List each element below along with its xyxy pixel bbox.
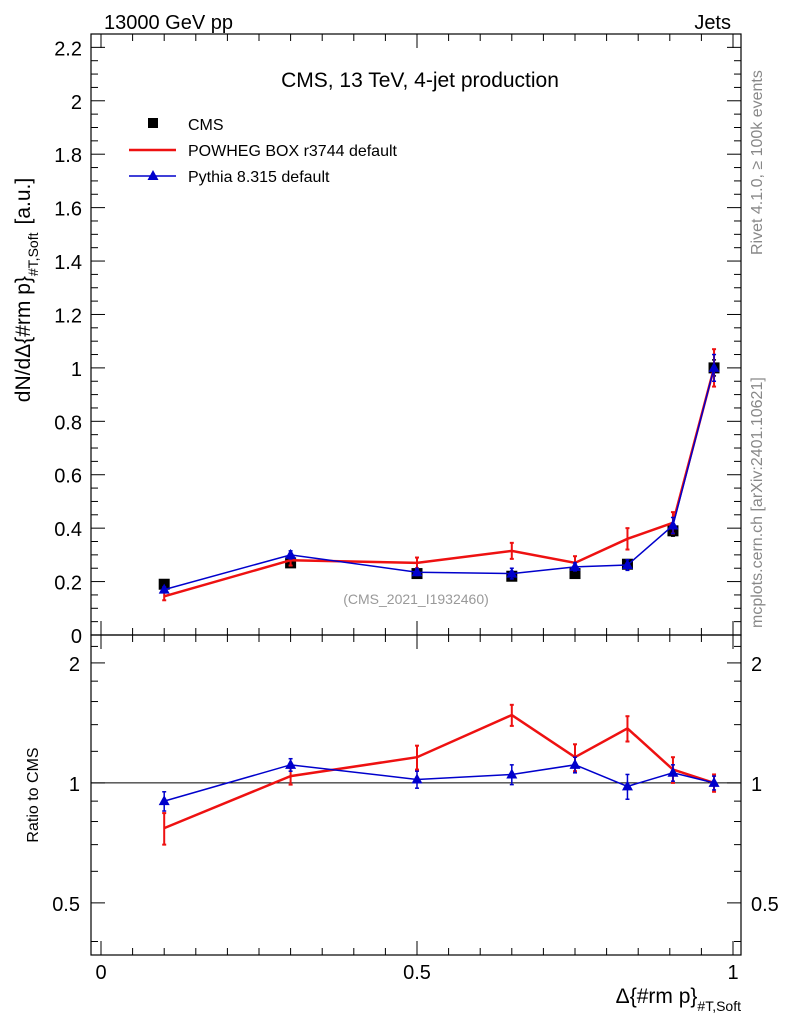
ratio-pythia-point (569, 758, 581, 769)
powheg-line (163, 367, 716, 598)
ratio-ytick-label-right: 0.5 (751, 894, 779, 916)
ratio-ytick-label: 0.5 (52, 894, 80, 916)
cms-data-point (569, 568, 581, 580)
pythia-data-point (506, 567, 518, 578)
legend-entry-cms: CMS (148, 117, 224, 134)
pythia-data-point (569, 560, 581, 571)
legend-entry-powheg: POWHEG BOX r3744 default (129, 143, 398, 160)
ratio-y-axis: 0.5 0.5 1 1 2 2 (52, 645, 779, 943)
ratio-xtick-label: 0.5 (403, 962, 431, 984)
ratio-pythia-point (285, 758, 297, 769)
ratio-pythia-point (411, 773, 423, 784)
ratio-pythia-point (667, 766, 679, 777)
legend: CMS POWHEG BOX r3744 default Pythia 8.31… (129, 117, 398, 186)
ratio-y-axis-label: Ratio to CMS (25, 747, 42, 842)
main-ytick-label: 1.4 (54, 252, 82, 274)
pythia-data-point (158, 583, 170, 594)
legend-marker-cms (148, 118, 158, 128)
main-ytick-label: 0.2 (54, 573, 82, 595)
main-y-axis: 0 0.2 0.4 0.6 0.8 1 1.2 1.4 1.6 1.8 2 2.2 (54, 38, 741, 648)
main-ytick-label: 0.8 (54, 412, 82, 434)
main-series-layer (158, 348, 720, 602)
ratio-xtick-label: 1 (727, 962, 738, 984)
pythia-data-point (411, 566, 423, 577)
ratio-pythia-point (506, 768, 518, 779)
main-ytick-label: 1.6 (54, 199, 82, 221)
pythia-data-point (285, 548, 297, 559)
pythia-data-point (667, 519, 679, 530)
ratio-pythia-point (158, 795, 170, 806)
ratio-powheg-line (163, 713, 715, 830)
ratio-pythia-line (163, 764, 715, 802)
main-ytick-label: 0 (71, 626, 82, 648)
header-left-label: 13000 GeV pp (104, 12, 233, 34)
ratio-xtick-label: 0 (95, 962, 106, 984)
x-axis-label: Δ{#rm p}#T,Soft (616, 985, 741, 1014)
main-y-axis-label: dN/dΔ{#rm p}#T,Soft[a.u.] (12, 178, 41, 402)
ratio-plot-frame (90, 634, 742, 956)
ratio-ytick-label-right: 2 (751, 654, 762, 676)
main-ytick-label: 1.8 (54, 145, 82, 167)
pythia-data-point (708, 361, 720, 372)
ratio-series-layer (158, 703, 720, 846)
legend-label-powheg: POWHEG BOX r3744 default (188, 143, 398, 160)
header-right-label: Jets (694, 12, 731, 34)
pythia-data-point (621, 559, 633, 570)
rivet-version-label: Rivet 4.1.0, ≥ 100k events (749, 70, 766, 255)
legend-entry-pythia: Pythia 8.315 default (129, 169, 330, 186)
main-ytick-label: 2 (71, 92, 82, 114)
legend-label-pythia: Pythia 8.315 default (188, 169, 330, 186)
main-ytick-label: 1 (71, 359, 82, 381)
ratio-ytick-label: 2 (69, 654, 80, 676)
mcplots-label: mcplots.cern.ch [arXiv:2401.10621] (749, 377, 766, 628)
pythia-line (164, 367, 715, 591)
main-ytick-label: 0.6 (54, 466, 82, 488)
main-ytick-label: 2.2 (54, 38, 82, 60)
analysis-watermark: (CMS_2021_I1932460) (343, 591, 489, 607)
main-ytick-label: 1.2 (54, 305, 82, 327)
ratio-pythia-point (621, 780, 633, 791)
legend-label-cms: CMS (188, 117, 224, 134)
ratio-ytick-label: 1 (69, 774, 80, 796)
ratio-x-axis: 0 0.5 1 (95, 635, 739, 984)
main-ytick-label: 0.4 (54, 519, 82, 541)
ratio-ytick-label-right: 1 (751, 774, 762, 796)
ratio-pythia-point (708, 776, 720, 787)
chart-title: CMS, 13 TeV, 4-jet production (281, 69, 559, 92)
legend-marker-pythia (147, 170, 159, 180)
main-x-axis-ticks (100, 34, 734, 635)
